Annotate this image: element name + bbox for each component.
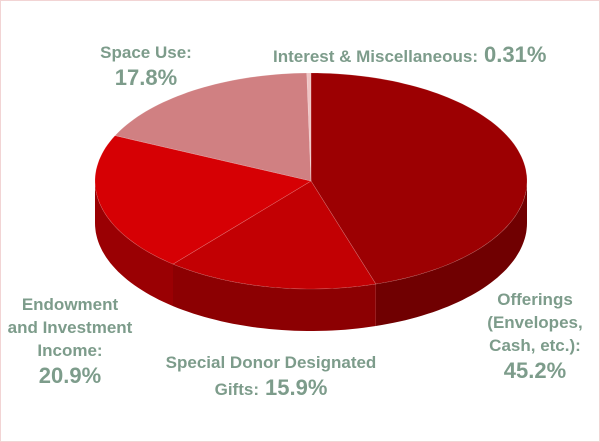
slice-name: Endowment and Investment Income: — [7, 295, 133, 360]
slice-value: 15.9% — [265, 375, 328, 400]
slice-side — [375, 181, 527, 326]
slice-label: Endowment and Investment Income: 20.9% — [7, 293, 133, 390]
slice — [310, 72, 528, 285]
slice-value: 17.8% — [114, 65, 178, 90]
slice — [114, 72, 312, 182]
slice-name: Special Donor Designated Gifts: — [165, 353, 377, 399]
slice-label: Offerings (Envelopes, Cash, etc.): 45.2% — [471, 288, 599, 385]
slice — [306, 72, 312, 182]
slice-value: 45.2% — [503, 358, 567, 383]
slice-value: 0.31% — [484, 42, 547, 67]
pie-sides — [95, 181, 527, 331]
slice-label: Special Donor Designated Gifts: 15.9% — [161, 351, 381, 402]
slice-side — [95, 181, 173, 307]
slice-name: Space Use: — [100, 43, 192, 62]
slice-label: Space Use: 17.8% — [71, 41, 221, 92]
slice-value: 20.9% — [38, 363, 102, 388]
pie-tops — [94, 72, 528, 290]
slice — [172, 180, 377, 290]
slice-name: Offerings (Envelopes, Cash, etc.): — [487, 290, 583, 355]
slice — [94, 135, 312, 265]
slice-side — [173, 264, 376, 331]
slice-name: Interest & Miscellaneous: — [273, 47, 479, 66]
slice-label: Interest & Miscellaneous: 0.31% — [273, 41, 593, 69]
